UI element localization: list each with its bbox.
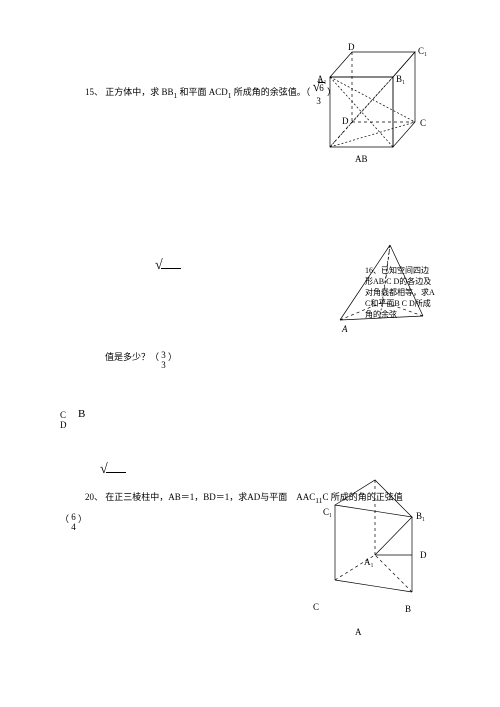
q20-radical-alone: √	[100, 462, 126, 478]
side-b: B	[78, 408, 85, 420]
q16-t4: C和平面B C D所成	[365, 299, 431, 308]
q15-sub2: 1	[228, 91, 232, 100]
q15-text-mid: 和平面 ACD	[180, 87, 228, 97]
q16-label-a: A	[342, 324, 348, 334]
q20-close: ）	[78, 514, 87, 524]
q20-label-c: C	[313, 602, 319, 612]
q20-number: 20、	[85, 492, 103, 502]
q20-label-b: B	[405, 604, 411, 614]
side-d: D	[60, 420, 67, 430]
q16-answer-fraction: 3 3	[161, 350, 166, 370]
q20-label-a: A	[355, 627, 362, 637]
q15-label-b1: B₁	[396, 74, 405, 84]
q20-label-d: D	[420, 550, 427, 560]
q20-label-b1: B₁	[416, 511, 425, 521]
q15-label-a1: A₁	[317, 74, 327, 84]
q16-t3: 对角线都相等，求A	[365, 288, 435, 297]
q20-answer-line: （ 6 4 ）	[60, 512, 87, 532]
q16-t1: 16、已知空间四边	[365, 266, 429, 275]
q16-text-block: 16、已知空间四边 形AB C D的各边及 对角线都相等，求A C和平面B C …	[365, 265, 440, 320]
q16-close: ）	[168, 352, 177, 362]
q20-text: 在正三棱柱中，AB＝1，BD＝1，求AD与平面	[105, 492, 287, 502]
q15-number: 15、	[85, 87, 103, 97]
q15-label-c1: C₁	[418, 46, 427, 56]
q20-ans-den: 4	[71, 522, 76, 532]
q20-label-c1: C₁	[323, 507, 332, 517]
q20-ans-num: 6	[71, 512, 76, 522]
side-c: C	[60, 410, 66, 420]
q15-label-d: D	[342, 116, 349, 126]
q16-t5: 角的余弦	[365, 310, 397, 319]
q16-ans-num: 3	[161, 350, 166, 360]
q16-value-line: 值是多少？（ 3 3 ）	[105, 350, 177, 370]
q20-answer-fraction: 6 4	[71, 512, 76, 532]
q20-text-right: AAC	[296, 492, 315, 502]
q16-value-text: 值是多少？（	[105, 352, 159, 362]
q15-label-c: C	[420, 118, 426, 128]
q20-label-a1: A₁	[364, 557, 374, 567]
q15-text-before: 正方体中，求 BB	[105, 87, 173, 97]
q15-label-ab: AB	[355, 154, 368, 164]
q16-t2: 形AB C D的各边及	[365, 277, 431, 286]
q20-open: （	[60, 514, 69, 524]
q16-radical-alone: √	[155, 258, 181, 274]
q20-figure: C₁ B₁ A₁ D C B A	[320, 475, 450, 640]
q15-sub1: 1	[174, 91, 178, 100]
q15-figure: D C₁ A₁ B₁ D C AB	[310, 42, 440, 172]
q15-text-after: 所成角的余弦值。（	[234, 87, 311, 97]
q16-ans-den: 3	[161, 360, 166, 370]
q15-label-d1: D	[348, 42, 355, 52]
